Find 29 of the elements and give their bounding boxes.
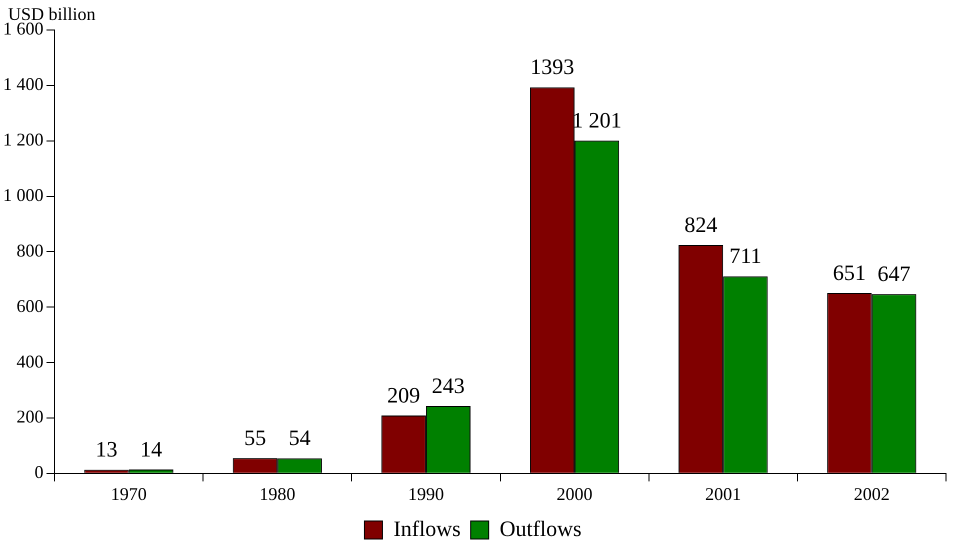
data-label: 13 <box>96 436 118 462</box>
y-tick-label: 600 <box>16 296 44 316</box>
y-tick-label: 1 400 <box>3 74 44 94</box>
y-axis-title: USD billion <box>8 4 96 24</box>
data-label: 651 <box>832 260 866 285</box>
x-tick-label: 1970 <box>110 484 147 504</box>
data-label: 209 <box>387 382 420 408</box>
data-label: 54 <box>288 425 311 450</box>
x-tick-label: 2000 <box>556 484 593 504</box>
data-label: 647 <box>877 260 910 286</box>
x-tick-label: 1990 <box>408 484 444 504</box>
data-label: 243 <box>432 372 465 398</box>
y-tick-label: 400 <box>16 351 44 372</box>
data-label: 1 201 <box>572 107 622 132</box>
data-label: 1393 <box>530 54 574 80</box>
data-label: 824 <box>684 212 718 237</box>
y-tick-label: 1 200 <box>3 130 44 150</box>
legend-label: Inflows <box>393 516 461 541</box>
x-tick-label: 2002 <box>854 484 890 504</box>
data-label: 55 <box>244 424 266 450</box>
y-tick-label: 1 000 <box>3 185 44 206</box>
y-tick-label: 800 <box>16 240 44 260</box>
y-tick-label: 200 <box>16 406 44 427</box>
data-label: 14 <box>140 436 162 462</box>
y-tick-label: 0 <box>34 462 44 482</box>
data-label: 711 <box>729 243 762 268</box>
legend-label: Outflows <box>500 516 582 541</box>
x-tick-label: 1980 <box>259 484 296 504</box>
x-tick-label: 2001 <box>705 484 742 504</box>
